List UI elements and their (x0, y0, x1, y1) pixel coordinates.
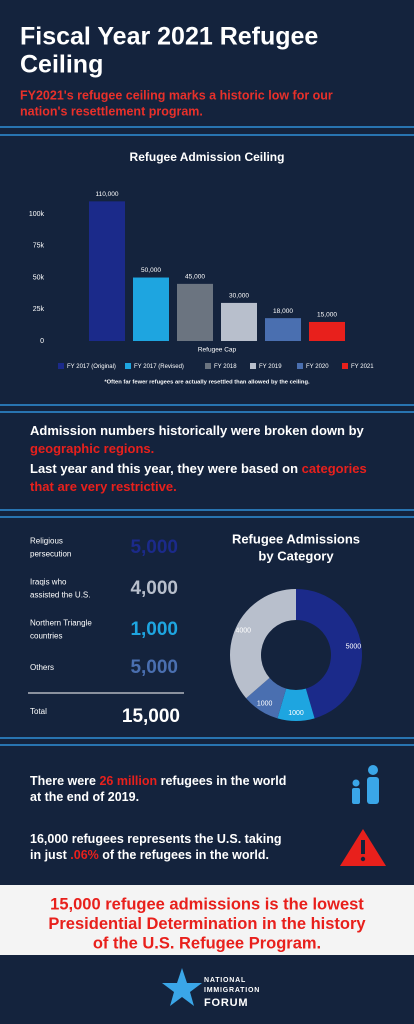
text-line: Last year and this year, they were based… (30, 461, 367, 476)
bar (133, 277, 169, 341)
y-tick-label: 0 (40, 338, 44, 345)
banner-line: of the U.S. Refugee Program. (93, 934, 321, 952)
banner-line: 15,000 refugee admissions is the lowest (50, 895, 364, 913)
legend-swatch (250, 363, 256, 369)
row-label: countries (30, 632, 62, 641)
slice-label: 5000 (346, 644, 362, 651)
bar (221, 302, 257, 341)
chart-title: by Category (258, 548, 334, 563)
highlight: categories (302, 461, 367, 476)
legend-label: FY 2019 (259, 364, 282, 370)
donut-slice (246, 677, 287, 719)
row-label: persecution (30, 550, 71, 559)
highlight: 26 million (99, 774, 157, 788)
donut-slice (296, 589, 362, 719)
value-label: 50,000 (141, 267, 161, 274)
text-part: Admission numbers historically were brok… (30, 423, 365, 438)
text-line: 16,000 refugees represents the U.S. taki… (30, 832, 282, 846)
logo-text: NATIONAL (204, 977, 246, 984)
text-part: There were (30, 774, 99, 788)
text-part: of the refugees in the world. (99, 848, 269, 862)
legend-label: FY 2021 (351, 364, 374, 370)
subtitle: nation's resettlement program. (20, 104, 203, 118)
text-part: in just (30, 848, 70, 862)
bar (89, 201, 125, 341)
slice-label: 1000 (288, 710, 304, 717)
highlight: that are very restrictive. (30, 479, 177, 494)
chart-title: Refugee Admission Ceiling (130, 150, 285, 164)
row-value: 4,000 (130, 578, 178, 599)
value-label: 30,000 (229, 293, 249, 300)
value-label: 15,000 (317, 312, 337, 319)
row-value: 5,000 (130, 537, 178, 558)
text-line: Admission numbers historically were brok… (30, 423, 365, 438)
legend-swatch (205, 363, 211, 369)
legend-swatch (342, 363, 348, 369)
text-line: geographic regions. (30, 441, 154, 456)
legend-label: FY 2020 (306, 364, 329, 370)
row-value: 5,000 (130, 657, 178, 678)
legend-swatch (58, 363, 64, 369)
y-tick-label: 50k (33, 274, 45, 281)
title: Ceiling (20, 51, 103, 79)
text-line: that are very restrictive. (30, 479, 177, 494)
logo-text: IMMIGRATION (204, 987, 260, 994)
subtitle: FY2021's refugee ceiling marks a histori… (20, 88, 333, 102)
warning-icon (340, 829, 386, 866)
row-label: Religious (30, 537, 63, 546)
text-line: There were 26 million refugees in the wo… (30, 774, 286, 788)
slice-label: 1000 (257, 701, 273, 708)
legend-label: FY 2017 (Revised) (134, 364, 184, 370)
text-part: at the end of 2019. (30, 790, 139, 804)
bar (177, 283, 213, 341)
y-tick-label: 25k (33, 306, 45, 313)
row-label: assisted the U.S. (30, 591, 90, 600)
row-label: Northern Triangle (30, 619, 92, 628)
chart-note: *Often far fewer refugees are actually r… (104, 380, 310, 386)
bar (309, 321, 345, 341)
text-part: refugees in the world (157, 774, 286, 788)
value-label: 18,000 (273, 308, 293, 315)
y-tick-label: 75k (33, 243, 45, 250)
value-label: 110,000 (95, 191, 118, 198)
legend-swatch (297, 363, 303, 369)
text-line: at the end of 2019. (30, 790, 139, 804)
banner (0, 885, 414, 955)
people-icon (352, 765, 379, 804)
total-label: Total (30, 707, 47, 716)
legend-swatch (125, 363, 131, 369)
donut-slice (230, 589, 296, 699)
row-value: 1,000 (130, 619, 178, 640)
text-line: in just .06% of the refugees in the worl… (30, 848, 269, 862)
y-tick-label: 100k (29, 211, 45, 218)
chart-title: Refugee Admissions (232, 531, 360, 546)
value-label: 45,000 (185, 274, 205, 281)
text-part: 16,000 refugees represents the U.S. taki… (30, 832, 282, 846)
title: Fiscal Year 2021 Refugee (20, 23, 318, 51)
highlight: .06% (70, 848, 99, 862)
row-label: Iraqis who (30, 578, 67, 587)
highlight: geographic regions. (30, 441, 154, 456)
logo-star (162, 968, 202, 1006)
legend-label: FY 2017 (Original) (67, 364, 116, 370)
bar (265, 318, 301, 341)
donut-slice (277, 688, 315, 721)
banner-line: Presidential Determination in the histor… (48, 915, 366, 933)
slice-label: 4000 (235, 628, 251, 635)
legend-label: FY 2018 (214, 364, 237, 370)
total-value: 15,000 (122, 706, 180, 727)
x-axis-label: Refugee Cap (198, 347, 237, 354)
text-part: Last year and this year, they were based… (30, 461, 302, 476)
row-label: Others (30, 663, 54, 672)
logo-text: FORUM (204, 997, 248, 1009)
